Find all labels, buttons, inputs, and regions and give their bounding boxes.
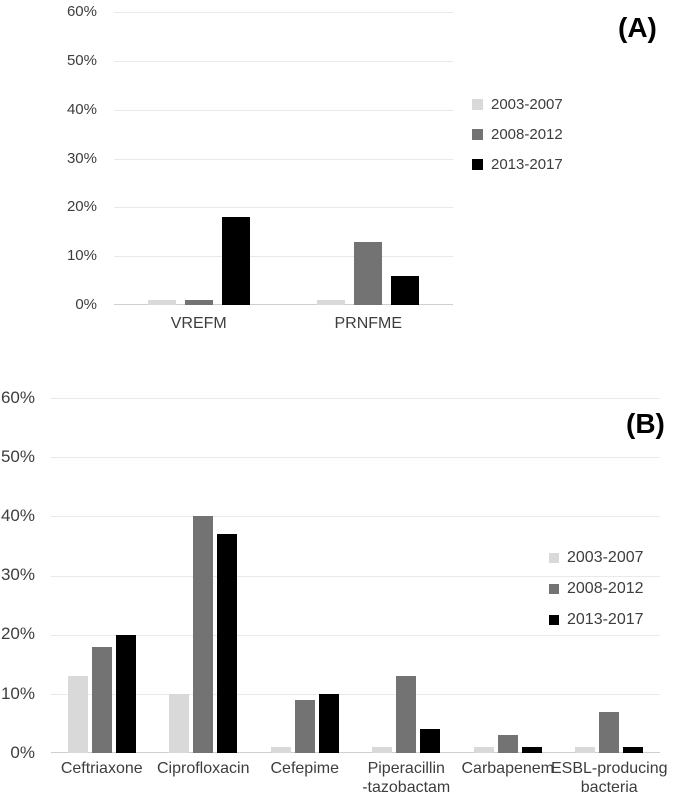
legend-label: 2008-2012: [491, 126, 563, 143]
gridline: [114, 256, 453, 258]
category-label: Cefepime: [270, 760, 339, 777]
bar-2013-2017-esbl-producing: [623, 747, 644, 753]
gridline: [51, 457, 660, 459]
bar-2013-2017-piperacillin: [420, 729, 441, 753]
gridline: [114, 207, 453, 209]
bar-2003-2007-ciprofloxacin: [169, 693, 190, 753]
legend-item: 2008-2012: [472, 127, 563, 142]
legend-item: 2003-2007: [549, 550, 644, 566]
bar-2013-2017-carbapenem: [521, 747, 542, 753]
bar-2008-2012-prnfme: [354, 241, 383, 305]
bar-2008-2012-piperacillin: [396, 676, 417, 753]
legend-swatch: [549, 584, 559, 594]
y-tick-label: 10%: [66, 247, 97, 265]
gridline: [51, 693, 660, 695]
plot-area-a: [114, 12, 453, 305]
legend-swatch: [549, 615, 559, 625]
bar-2003-2007-vrefm: [147, 300, 176, 305]
y-tick-label: 40%: [0, 506, 35, 526]
legend-item: 2008-2012: [549, 581, 644, 597]
bar-2008-2012-vrefm: [184, 300, 213, 305]
bar-2003-2007-piperacillin: [372, 747, 393, 753]
y-tick-label: 0%: [10, 742, 35, 762]
legend-swatch: [472, 159, 483, 170]
bar-2008-2012-carbapenem: [497, 735, 518, 753]
y-tick-label: 40%: [66, 100, 97, 118]
bar-2003-2007-ceftriaxone: [67, 676, 88, 753]
category-label: Piperacillin -tazobactam: [362, 760, 451, 795]
bar-2003-2007-esbl-producing: [575, 747, 596, 753]
legend-label: 2013-2017: [567, 611, 644, 628]
bar-2008-2012-ceftriaxone: [91, 646, 112, 753]
legend-item: 2003-2007: [472, 97, 563, 112]
bar-2003-2007-carbapenem: [473, 747, 494, 753]
y-tick-label: 20%: [0, 624, 35, 644]
legend-swatch: [472, 99, 483, 110]
bar-2013-2017-prnfme: [391, 275, 420, 305]
category-label: Ceftriaxone: [60, 760, 143, 777]
bar-2013-2017-ciprofloxacin: [217, 534, 238, 753]
gridline: [51, 516, 660, 518]
x-axis-line: [114, 304, 453, 305]
gridline: [51, 575, 660, 577]
gridline: [114, 158, 453, 160]
legend-item: 2013-2017: [549, 612, 644, 628]
y-tick-label: 50%: [0, 446, 35, 466]
legend-swatch: [472, 129, 483, 140]
bar-2013-2017-cefepime: [318, 693, 339, 753]
legend-label: 2003-2007: [567, 549, 644, 566]
legend-item: 2013-2017: [472, 157, 563, 172]
bar-2013-2017-ceftriaxone: [115, 634, 136, 753]
y-tick-label: 20%: [66, 198, 97, 216]
y-tick-label: 60%: [0, 387, 35, 407]
bar-2013-2017-vrefm: [221, 217, 250, 305]
gridline: [51, 634, 660, 636]
category-label: Ciprofloxacin: [157, 760, 250, 777]
panel-label-a: (A): [618, 12, 657, 43]
category-label: PRNFME: [334, 315, 403, 332]
x-axis-line: [51, 752, 660, 753]
gridline: [114, 109, 453, 111]
bar-2008-2012-esbl-producing: [599, 711, 620, 753]
plot-area-b: [51, 398, 660, 753]
panel-label-b: (B): [626, 408, 665, 439]
category-label: Carbapenem: [461, 760, 555, 777]
gridline: [51, 398, 660, 399]
y-tick-label: 50%: [66, 51, 97, 69]
bar-2003-2007-prnfme: [317, 300, 346, 305]
y-tick-label: 30%: [66, 149, 97, 167]
y-tick-label: 60%: [66, 3, 97, 20]
gridline: [114, 60, 453, 62]
legend-label: 2013-2017: [491, 156, 563, 173]
gridline: [114, 12, 453, 13]
category-label: VREFM: [170, 315, 227, 332]
category-label: ESBL-producing bacteria: [550, 760, 668, 795]
bar-2008-2012-cefepime: [294, 699, 315, 753]
legend-label: 2008-2012: [567, 580, 644, 597]
legend-swatch: [549, 553, 559, 563]
y-tick-label: 0%: [75, 296, 97, 313]
bar-2003-2007-cefepime: [270, 747, 291, 753]
y-tick-label: 30%: [0, 565, 35, 585]
bar-2008-2012-ciprofloxacin: [193, 516, 214, 753]
legend-label: 2003-2007: [491, 96, 563, 113]
y-tick-label: 10%: [0, 683, 35, 703]
